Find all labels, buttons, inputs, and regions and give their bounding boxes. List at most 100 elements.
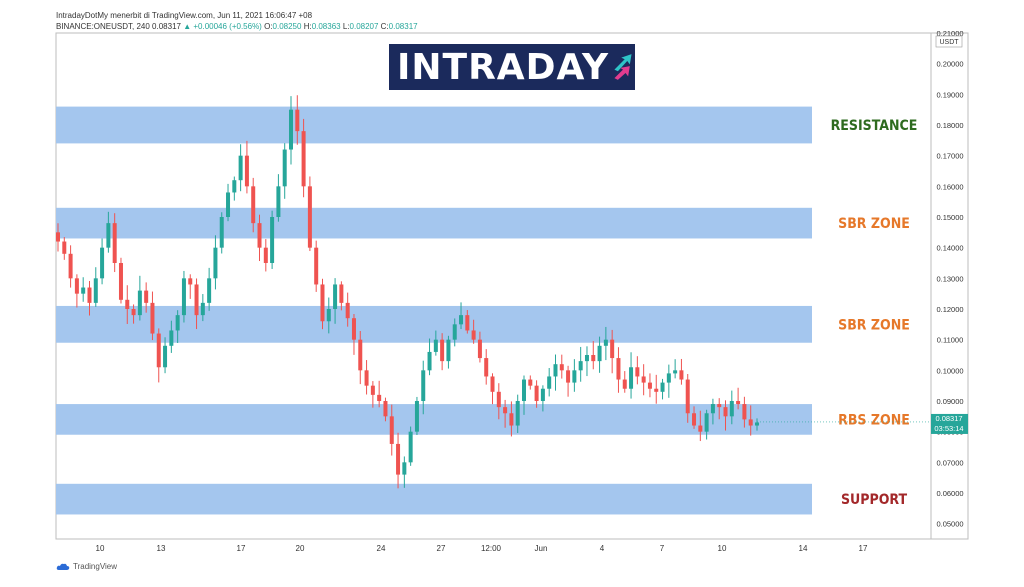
candle	[270, 217, 275, 263]
zone-band	[56, 106, 812, 144]
zones-layer	[56, 106, 812, 515]
candle	[301, 131, 306, 187]
candle	[181, 278, 186, 316]
symbol-label: BINANCE:ONEUSDT, 240	[56, 22, 150, 31]
candle	[723, 407, 728, 417]
candle	[408, 431, 413, 463]
candle	[610, 339, 615, 359]
candle	[421, 370, 426, 401]
candle	[326, 309, 331, 322]
currency-box	[935, 35, 963, 48]
logo-text: INTRADAY	[397, 46, 610, 88]
zone-label: SBR ZONE	[838, 216, 910, 232]
candle	[616, 358, 621, 380]
price-tick: 0.19000	[936, 90, 963, 99]
candle	[629, 367, 634, 389]
candle	[641, 376, 646, 383]
zone-label: SBR ZONE	[838, 317, 910, 333]
candle	[736, 401, 741, 405]
candle	[112, 223, 117, 263]
price-tick: 0.14000	[936, 244, 963, 253]
price-tick: 0.05000	[936, 520, 963, 529]
candle	[389, 416, 394, 444]
zone-label: RESISTANCE	[831, 118, 918, 134]
candle	[238, 155, 243, 181]
candle	[307, 186, 312, 248]
candle	[654, 388, 659, 392]
candle	[698, 425, 703, 432]
last-price-box	[931, 413, 968, 434]
time-tick: 12:00	[481, 544, 502, 553]
candle	[175, 315, 180, 331]
candle	[534, 385, 539, 401]
close-label: C:	[380, 22, 389, 31]
countdown-value: 03:53:14	[934, 424, 963, 433]
price-tick: 0.10000	[936, 366, 963, 375]
candle	[572, 370, 577, 383]
candle	[370, 385, 375, 395]
time-tick: 14	[799, 544, 808, 553]
last-price-value: 0.08317	[935, 414, 962, 423]
candle	[314, 247, 319, 285]
candle	[503, 407, 508, 414]
candle	[156, 333, 161, 368]
time-tick: 10	[96, 544, 105, 553]
candle	[345, 302, 350, 319]
candle	[263, 247, 268, 263]
price-tick: 0.09000	[936, 397, 963, 406]
candle	[244, 155, 249, 187]
time-tick: 27	[437, 544, 446, 553]
candle	[742, 404, 747, 420]
candle	[144, 290, 149, 303]
candle	[377, 394, 382, 401]
candle	[351, 318, 356, 340]
zone-band	[56, 207, 812, 239]
zone-label: RBS ZONE	[838, 412, 910, 428]
low-value: 0.08207	[349, 22, 379, 31]
candle	[137, 290, 142, 316]
candle	[125, 299, 130, 309]
candle	[603, 339, 608, 346]
candle	[219, 217, 224, 248]
high-value: 0.08363	[311, 22, 341, 31]
open-value: 0.08250	[272, 22, 302, 31]
zone-label: SUPPORT	[841, 492, 908, 508]
candle	[213, 247, 218, 279]
plot-border	[55, 32, 969, 540]
price-tick: 0.15000	[936, 213, 963, 222]
candle	[440, 339, 445, 362]
candle	[553, 364, 558, 377]
zone-band	[56, 483, 812, 515]
candle	[226, 192, 231, 217]
candle	[591, 355, 596, 362]
candle	[364, 370, 369, 386]
tradingview-footer[interactable]: TradingView	[56, 562, 117, 571]
candle	[704, 413, 709, 432]
candle	[188, 278, 193, 285]
zone-labels: RESISTANCE SBR ZONE SBR ZONE RBS ZONE SUPPOR…	[831, 118, 918, 508]
time-tick: Jun	[535, 544, 548, 553]
candle	[446, 339, 451, 362]
up-down-arrows-icon	[614, 54, 632, 80]
candle	[459, 315, 464, 325]
candle	[584, 355, 589, 362]
time-axis[interactable]: 10 13 17 20 24 27 12:00 Jun 4 7 10 14 17	[96, 544, 868, 553]
candle	[635, 367, 640, 377]
candle	[509, 413, 514, 426]
candle	[477, 339, 482, 359]
candle	[660, 382, 665, 392]
price-tick: 0.18000	[936, 121, 963, 130]
candle	[465, 315, 470, 331]
candle	[339, 284, 344, 303]
candle	[106, 223, 111, 248]
intraday-logo: INTRADAY	[389, 44, 635, 90]
candle	[207, 278, 212, 303]
time-tick: 24	[377, 544, 386, 553]
price-tick: 0.12000	[936, 305, 963, 314]
candle	[276, 186, 281, 217]
price-axis[interactable]: 0.21000 0.20000 0.19000 0.18000 0.17000 0.160…	[935, 29, 964, 529]
candle	[515, 401, 520, 426]
time-tick: 10	[718, 544, 727, 553]
price-tick: 0.21000	[936, 29, 963, 38]
